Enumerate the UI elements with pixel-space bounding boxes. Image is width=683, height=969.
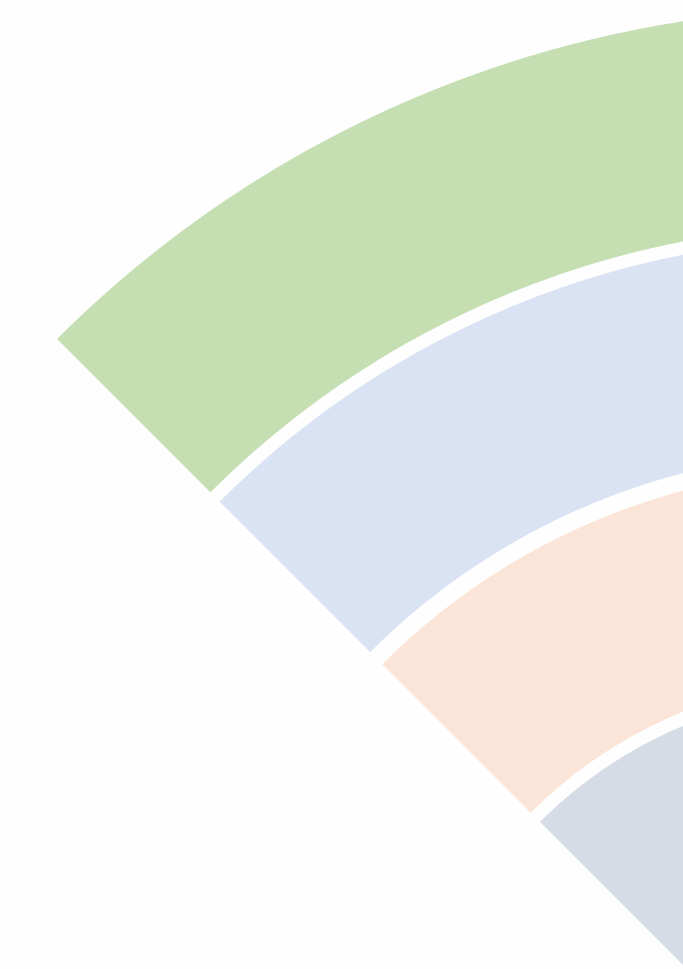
arc-band-3: [382, 490, 683, 813]
arc-band-2: [219, 254, 683, 653]
arc-band-4: [539, 725, 683, 965]
arc-band-1: [57, 21, 683, 493]
arc-bands-group: [57, 21, 683, 965]
